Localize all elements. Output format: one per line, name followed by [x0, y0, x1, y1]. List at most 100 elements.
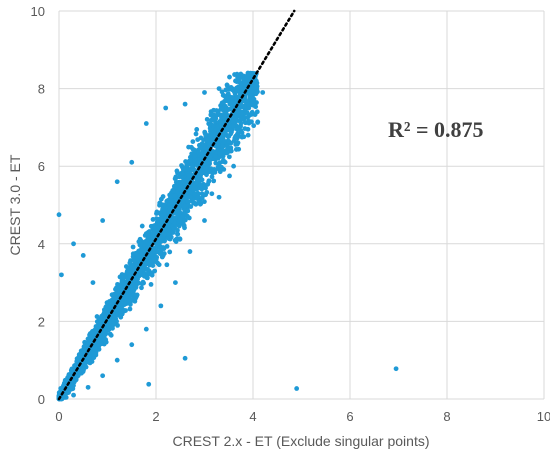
data-point	[172, 176, 178, 182]
data-point	[164, 262, 170, 268]
data-point	[170, 188, 176, 194]
data-point	[202, 218, 207, 223]
data-point	[151, 257, 157, 263]
data-point	[150, 263, 156, 269]
data-point	[240, 104, 246, 110]
data-point	[89, 330, 95, 336]
data-point	[203, 132, 209, 137]
data-point	[190, 163, 195, 169]
data-point	[129, 159, 135, 165]
data-point	[244, 73, 250, 79]
data-point	[198, 151, 204, 157]
data-point	[102, 327, 108, 333]
data-point	[124, 269, 130, 275]
grid	[58, 10, 545, 400]
data-point	[216, 194, 222, 200]
data-point	[180, 199, 186, 205]
data-point	[90, 280, 96, 285]
data-point	[253, 91, 259, 97]
data-point	[87, 360, 93, 366]
data-point	[246, 120, 252, 126]
data-point	[184, 162, 190, 168]
data-point	[179, 163, 184, 168]
data-point	[109, 292, 115, 298]
data-point	[218, 121, 224, 126]
data-point	[238, 128, 244, 133]
data-point	[131, 292, 137, 298]
data-point	[221, 93, 227, 98]
data-point	[227, 101, 233, 107]
data-point	[204, 160, 210, 166]
data-point	[139, 285, 144, 291]
data-point	[163, 105, 169, 111]
x-tick-label: 10	[537, 409, 550, 424]
data-point	[393, 366, 399, 372]
data-point	[91, 355, 97, 361]
data-point	[218, 106, 224, 112]
data-point	[168, 234, 174, 240]
data-point	[108, 301, 113, 307]
data-point	[100, 373, 106, 379]
data-point	[226, 139, 232, 145]
data-point	[179, 170, 185, 176]
data-point	[167, 202, 173, 208]
data-point	[117, 282, 123, 288]
data-point	[224, 150, 230, 156]
data-point	[178, 184, 184, 190]
data-point	[199, 195, 205, 201]
data-point	[85, 384, 91, 390]
data-point	[199, 191, 205, 197]
data-point	[251, 123, 257, 129]
data-point	[235, 140, 241, 146]
data-point	[139, 252, 144, 258]
data-point	[209, 174, 215, 180]
data-point	[143, 121, 149, 126]
data-point	[231, 138, 237, 144]
data-point	[92, 346, 98, 352]
data-point	[123, 308, 128, 313]
data-point	[227, 74, 232, 80]
data-point	[209, 191, 215, 197]
data-point	[187, 194, 193, 199]
data-point	[118, 308, 124, 314]
data-point	[248, 93, 254, 99]
data-point	[206, 169, 212, 175]
data-point	[183, 159, 188, 164]
data-point	[236, 74, 241, 80]
data-point	[185, 208, 191, 214]
data-point	[160, 194, 166, 199]
data-point	[220, 144, 226, 150]
data-point	[190, 139, 196, 144]
data-point	[162, 210, 167, 216]
data-point	[229, 95, 235, 100]
data-point	[196, 177, 201, 183]
data-point	[172, 216, 178, 222]
data-point	[142, 243, 148, 249]
data-point	[152, 224, 158, 230]
y-tick-label: 8	[38, 82, 45, 97]
data-point	[249, 89, 255, 94]
data-point	[238, 123, 243, 129]
data-point	[171, 226, 177, 232]
x-tick-label: 0	[55, 409, 62, 424]
data-point	[123, 297, 129, 303]
data-point	[239, 134, 245, 140]
data-point	[193, 131, 199, 137]
y-tick-label: 0	[38, 392, 45, 407]
data-point	[239, 116, 245, 122]
data-point	[204, 116, 210, 122]
data-point	[80, 253, 86, 258]
data-point	[76, 357, 81, 363]
data-point	[201, 183, 207, 189]
data-point	[177, 236, 183, 242]
data-point	[131, 258, 137, 264]
data-point	[167, 249, 173, 255]
data-point	[186, 173, 192, 179]
data-point	[140, 272, 146, 278]
data-point	[217, 160, 223, 166]
data-point	[231, 163, 237, 169]
data-point	[226, 133, 232, 139]
data-point	[144, 266, 150, 272]
data-point	[161, 202, 167, 208]
data-point	[127, 306, 133, 312]
